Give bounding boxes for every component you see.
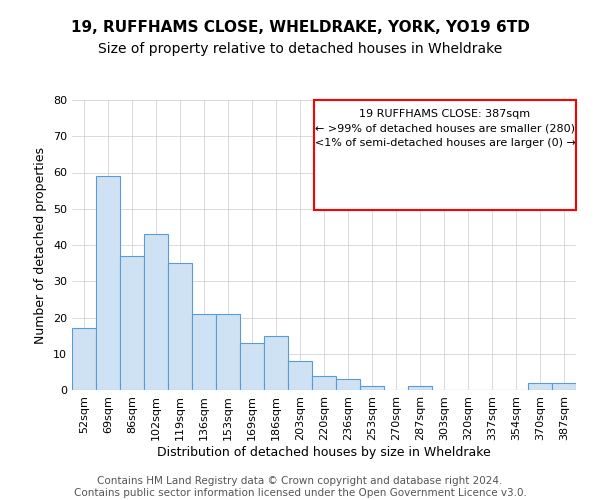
Text: 19, RUFFHAMS CLOSE, WHELDRAKE, YORK, YO19 6TD: 19, RUFFHAMS CLOSE, WHELDRAKE, YORK, YO1… <box>71 20 529 35</box>
Bar <box>360 386 384 390</box>
Text: 19 RUFFHAMS CLOSE: 387sqm
← >99% of detached houses are smaller (280)
<1% of sem: 19 RUFFHAMS CLOSE: 387sqm ← >99% of deta… <box>314 108 575 148</box>
Y-axis label: Number of detached properties: Number of detached properties <box>34 146 47 344</box>
Text: Size of property relative to detached houses in Wheldrake: Size of property relative to detached ho… <box>98 42 502 56</box>
Bar <box>216 314 240 390</box>
FancyBboxPatch shape <box>314 100 576 210</box>
Text: Contains HM Land Registry data © Crown copyright and database right 2024.
Contai: Contains HM Land Registry data © Crown c… <box>74 476 526 498</box>
Bar <box>552 383 576 390</box>
Bar <box>144 234 168 390</box>
Bar <box>240 343 264 390</box>
Bar <box>120 256 144 390</box>
Bar <box>264 336 288 390</box>
X-axis label: Distribution of detached houses by size in Wheldrake: Distribution of detached houses by size … <box>157 446 491 458</box>
Bar <box>192 314 216 390</box>
Bar <box>312 376 336 390</box>
Bar <box>288 361 312 390</box>
Bar <box>336 379 360 390</box>
Bar <box>72 328 96 390</box>
Bar <box>96 176 120 390</box>
Bar <box>528 383 552 390</box>
Bar <box>408 386 432 390</box>
Bar <box>168 263 192 390</box>
